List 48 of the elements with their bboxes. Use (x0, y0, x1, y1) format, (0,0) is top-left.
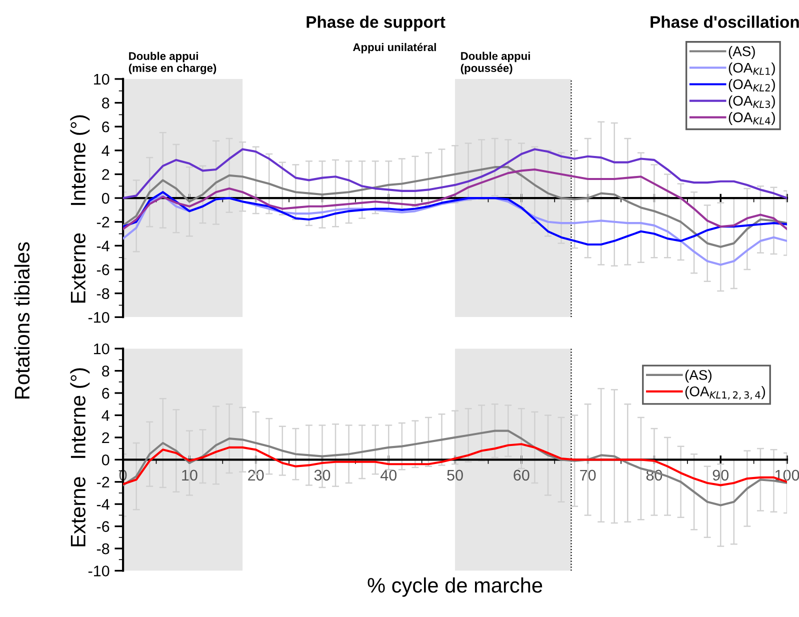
legend-label: (OA$_{KL4}$) (728, 112, 775, 125)
y-tick-label: -6 (96, 521, 110, 532)
y-tick-label: -10 (88, 566, 110, 576)
legend-label: (OA$_{KL2}$) (728, 78, 775, 92)
y-tick-label: 2 (102, 432, 110, 443)
legend-label: (AS) (728, 46, 755, 59)
y-tick-label: -4 (96, 240, 110, 252)
y-tick-label: -2 (96, 216, 110, 228)
y-tick-label: -10 (88, 312, 110, 323)
x-tick-label: 30 (314, 470, 330, 481)
text: Interne (°) (70, 368, 90, 458)
y-tick-label: -8 (96, 543, 110, 554)
text: Externe (70, 477, 86, 546)
y-axis-title: Rotations tibiales (14, 242, 30, 398)
x-tick-label: 20 (248, 470, 264, 481)
y-tick-label: 6 (102, 121, 110, 132)
y-tick-label: 10 (94, 343, 110, 354)
y-tick-label: 2 (102, 169, 110, 180)
legend-label: (AS) (685, 370, 712, 383)
text: Phase de support (306, 16, 446, 32)
text: Phase d'oscillation (650, 16, 799, 28)
x-tick-label: 90 (712, 470, 729, 481)
band-label: Double appui (poussée) (460, 52, 530, 74)
y-tick-label: -2 (96, 476, 110, 488)
text: Interne (°) (70, 115, 90, 205)
y-tick-label: 8 (102, 366, 110, 377)
x-tick-label: 60 (514, 470, 530, 481)
y-tick-label: -6 (96, 264, 110, 276)
y-tick-label: -8 (96, 288, 110, 300)
x-tick-label: 10 (182, 470, 198, 481)
x-axis-title: % cycle de marche (368, 577, 542, 597)
band-label: Double appui (mise en charge) (128, 52, 216, 74)
y-tick-label: 4 (102, 145, 110, 156)
y-tick-label: 0 (102, 192, 110, 204)
y-tick-label: 10 (94, 74, 110, 85)
legend-label: (OA$_{KL1,2,3,4}$) (685, 386, 766, 400)
x-tick-label: 50 (447, 470, 463, 481)
y-tick-label: 0 (102, 454, 110, 466)
legend-label: (OA$_{KL1}$) (728, 62, 775, 76)
y-tick-label: -4 (96, 499, 110, 510)
text: Externe (70, 233, 86, 303)
legend-label: (OA$_{KL3}$) (728, 96, 775, 108)
x-tick-label: 70 (580, 470, 596, 481)
y-tick-label: 8 (102, 98, 110, 108)
x-tick-label: 40 (380, 470, 397, 481)
y-tick-label: 4 (102, 410, 110, 421)
text: Appui unilatéral (353, 42, 436, 54)
y-tick-label: 6 (102, 388, 110, 399)
